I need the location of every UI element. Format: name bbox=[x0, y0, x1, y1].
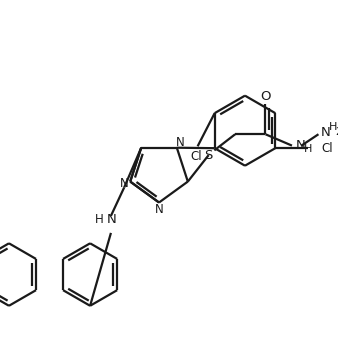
Text: N: N bbox=[155, 203, 163, 216]
Text: N: N bbox=[296, 139, 306, 152]
Text: 2: 2 bbox=[336, 127, 338, 137]
Text: Cl: Cl bbox=[190, 150, 201, 163]
Text: N: N bbox=[120, 177, 128, 190]
Text: S: S bbox=[204, 149, 213, 162]
Text: N: N bbox=[176, 136, 185, 149]
Text: H: H bbox=[304, 144, 313, 155]
Text: O: O bbox=[260, 90, 271, 103]
Text: N: N bbox=[107, 213, 117, 226]
Text: H: H bbox=[329, 122, 337, 132]
Text: Cl: Cl bbox=[322, 142, 333, 155]
Text: H: H bbox=[95, 213, 103, 226]
Text: N: N bbox=[320, 126, 330, 139]
